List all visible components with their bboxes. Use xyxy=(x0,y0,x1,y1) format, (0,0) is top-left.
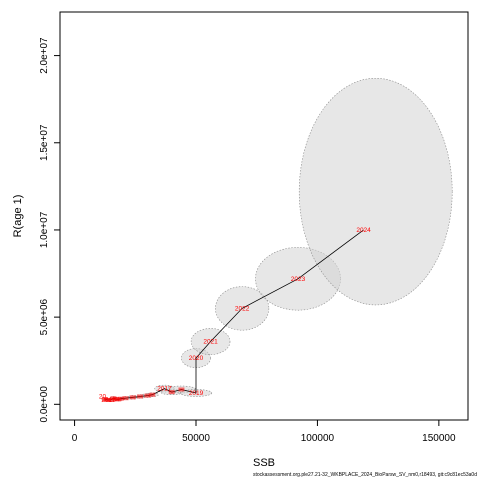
x-tick-label-0: 0 xyxy=(72,433,78,444)
point-mark-14 xyxy=(178,387,185,392)
point-label-2023: 2023 xyxy=(291,276,306,283)
confidence-ellipses xyxy=(101,77,453,402)
y-tick-label-2: 1.0e+07 xyxy=(39,211,50,248)
point-label-extra-0: 20 xyxy=(99,393,107,400)
point-label-2020: 2020 xyxy=(189,355,204,362)
x-tick-label-1: 50000 xyxy=(182,433,210,444)
point-label-extra-1: 2013 xyxy=(101,397,116,404)
point-mark-13 xyxy=(168,390,175,395)
x-axis-title: SSB xyxy=(253,457,275,469)
y-tick-label-3: 1.5e+07 xyxy=(39,124,50,161)
point-mark-11 xyxy=(149,392,156,397)
x-tick-label-2: 100000 xyxy=(301,433,335,444)
point-label-2024: 2024 xyxy=(356,227,371,234)
point-label-2022: 2022 xyxy=(235,305,250,312)
x-tick-label-3: 150000 xyxy=(422,433,456,444)
point-label-2021: 2021 xyxy=(203,339,218,346)
point-mark-8 xyxy=(129,395,136,400)
point-mark-9 xyxy=(137,394,144,399)
footer-credit: stockassessment.org.ple27.21-32_WKBPLACE… xyxy=(252,472,477,478)
y-tick-label-0: 0.0e+00 xyxy=(39,386,50,423)
point-label-2019: 2019 xyxy=(189,390,204,397)
point-mark-6 xyxy=(117,396,124,401)
point-label-2017: 2017 xyxy=(157,386,172,393)
x-axis: 0 50000 100000 150000 xyxy=(72,419,456,444)
point-mark-1 xyxy=(104,397,111,402)
point-mark-7 xyxy=(122,396,129,401)
y-tick-label-4: 2.0e+07 xyxy=(39,37,50,74)
point-mark-10 xyxy=(144,393,151,398)
y-axis: 0.0e+00 5.0e+06 1.0e+07 1.5e+07 2.0e+07 xyxy=(39,37,61,423)
y-tick-label-1: 5.0e+06 xyxy=(39,298,50,335)
y-axis-title: R(age 1) xyxy=(12,195,24,238)
ellipse-2024 xyxy=(298,77,453,306)
